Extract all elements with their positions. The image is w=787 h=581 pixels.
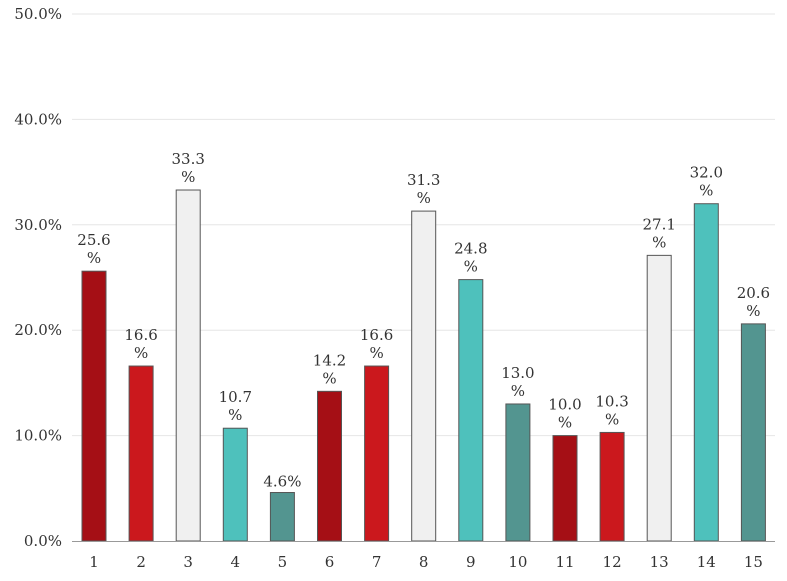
x-tick-label: 14 — [697, 553, 716, 571]
x-tick-label: 13 — [650, 553, 669, 571]
x-tick-label: 15 — [744, 553, 763, 571]
y-tick-label: 40.0% — [14, 110, 62, 128]
x-tick-label: 6 — [325, 553, 335, 571]
x-tick-label: 10 — [508, 553, 527, 571]
bars — [81, 189, 766, 542]
data-label: 25.6% — [77, 231, 110, 267]
bar — [505, 403, 531, 542]
x-tick-label: 9 — [466, 553, 476, 571]
data-label: 13.0% — [501, 364, 534, 400]
y-tick-label: 10.0% — [14, 427, 62, 445]
data-label: 27.1% — [642, 215, 675, 251]
data-label: 4.6% — [263, 473, 301, 491]
bar — [458, 279, 484, 542]
x-tick-label: 7 — [372, 553, 382, 571]
bar — [693, 203, 719, 542]
data-label: 10.3% — [595, 392, 628, 428]
bar — [740, 323, 766, 542]
y-tick-label: 50.0% — [14, 5, 62, 23]
bar — [411, 210, 437, 542]
x-axis-tick-labels: 1 2 3 4 5 6 7 8 9 10 11 12 13 14 15 — [89, 553, 763, 571]
data-labels: 25.6 % 16.6 % 33.3 % 10.7 % 4.6% 14.2 % 16.6 % 31.3 % 2… — [77, 150, 770, 490]
x-tick-label: 3 — [183, 553, 193, 571]
data-label: 10.7% — [219, 388, 252, 424]
bar — [128, 365, 154, 542]
y-axis-tick-labels: 0.0% 10.0% 20.0% 30.0% 40.0% 50.0% — [14, 5, 62, 550]
bar — [175, 189, 201, 542]
data-label: 16.6% — [360, 326, 393, 362]
data-label: 20.6% — [737, 284, 770, 320]
data-label: 32.0% — [690, 164, 723, 200]
bar — [269, 492, 295, 542]
bar — [599, 431, 625, 542]
y-tick-label: 30.0% — [14, 216, 62, 234]
y-tick-label: 0.0% — [24, 532, 62, 550]
x-tick-label: 5 — [278, 553, 288, 571]
data-label: 10.0% — [548, 396, 581, 432]
data-label: 24.8% — [454, 240, 487, 276]
data-label: 16.6% — [124, 326, 157, 362]
bar — [646, 254, 672, 542]
x-tick-label: 2 — [136, 553, 146, 571]
x-tick-label: 8 — [419, 553, 429, 571]
bar — [364, 365, 390, 542]
data-label: 33.3% — [171, 150, 204, 186]
bar — [317, 390, 342, 542]
bar — [222, 427, 248, 542]
x-tick-label: 12 — [603, 553, 622, 571]
x-tick-label: 11 — [555, 553, 574, 571]
x-tick-label: 1 — [89, 553, 99, 571]
bar — [552, 435, 578, 542]
y-tick-label: 20.0% — [14, 321, 62, 339]
data-label: 14.2% — [313, 351, 346, 387]
x-tick-label: 4 — [231, 553, 241, 571]
data-label: 31.3% — [407, 171, 440, 207]
bar — [81, 270, 107, 542]
